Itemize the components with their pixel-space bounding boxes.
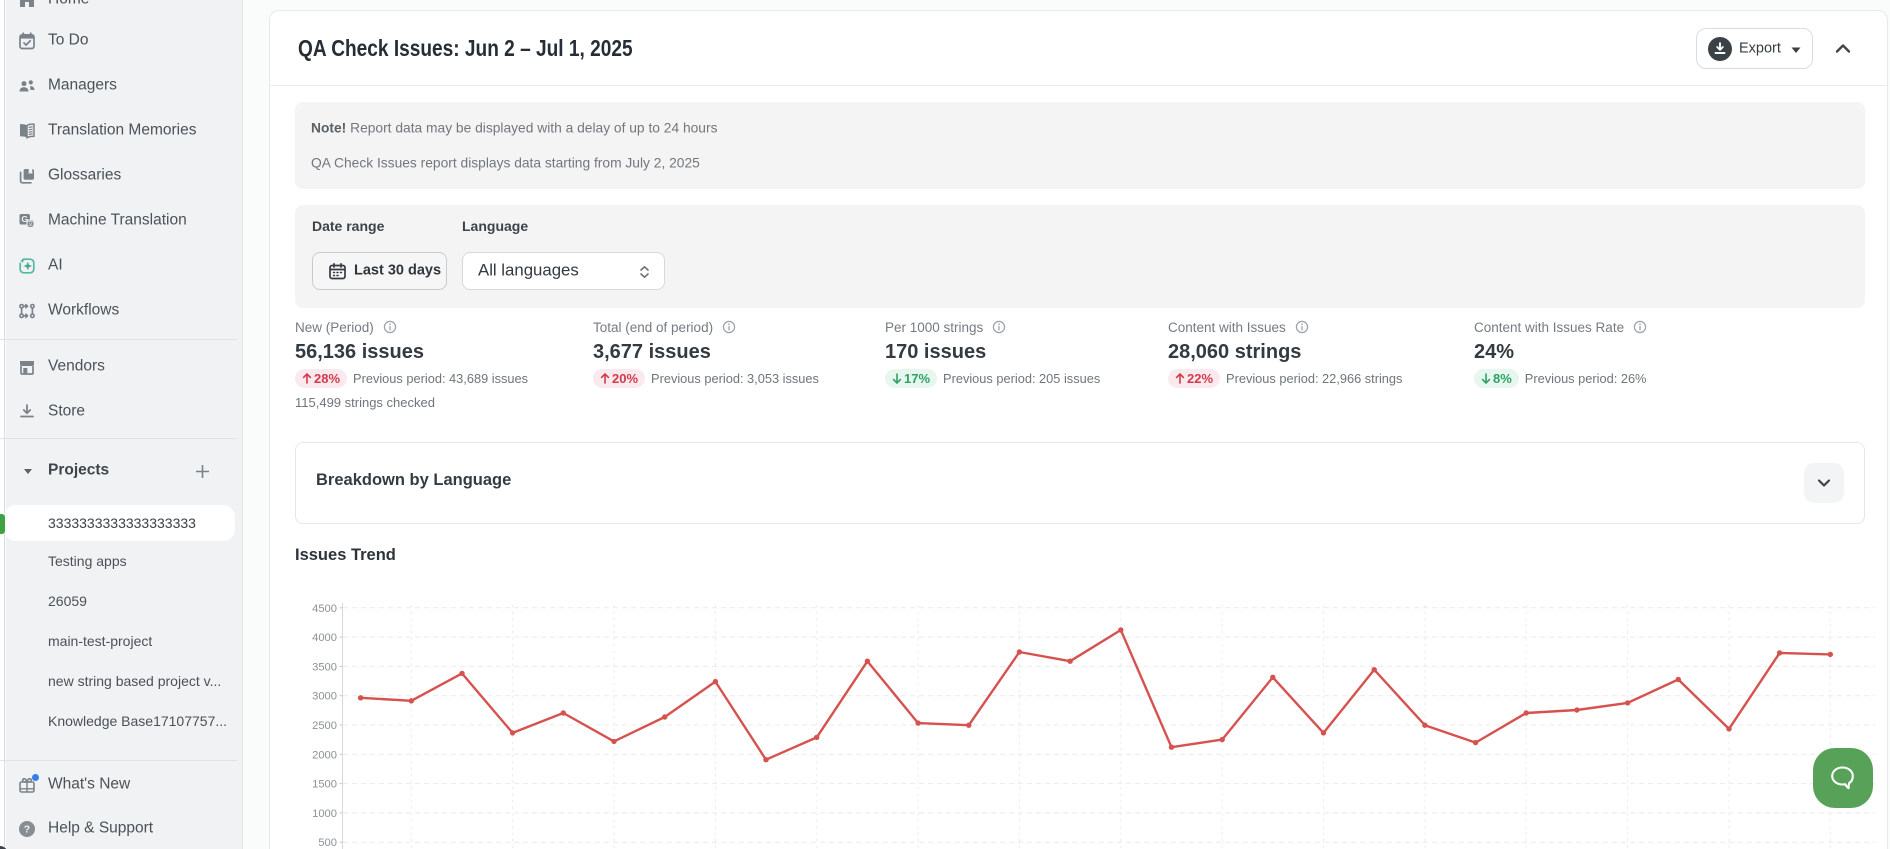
svg-text:500: 500 [318, 837, 337, 849]
svg-text:1500: 1500 [312, 779, 337, 791]
svg-text:1000: 1000 [312, 808, 337, 820]
svg-text:2000: 2000 [312, 749, 337, 761]
svg-text:4500: 4500 [312, 603, 337, 615]
svg-text:?: ? [24, 824, 30, 836]
svg-text:文: 文 [27, 219, 34, 228]
svg-text:3500: 3500 [312, 661, 337, 673]
svg-text:2500: 2500 [312, 720, 337, 732]
svg-text:4000: 4000 [312, 632, 337, 644]
svg-text:G: G [21, 214, 28, 224]
svg-text:3000: 3000 [312, 691, 337, 703]
